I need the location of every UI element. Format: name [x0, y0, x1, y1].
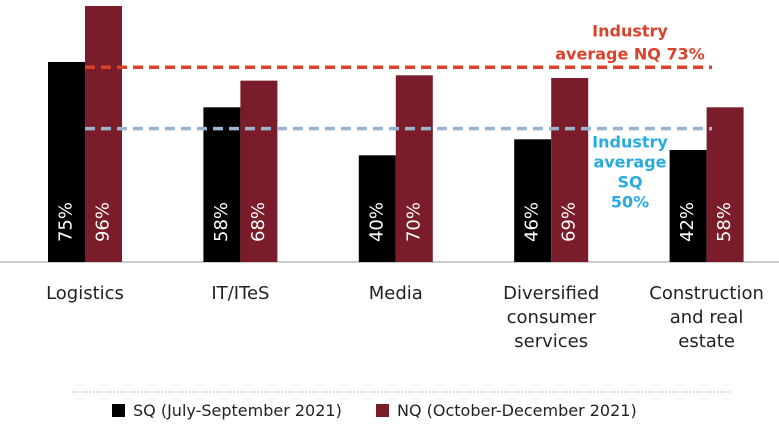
bar — [669, 149, 707, 262]
bar — [395, 75, 433, 262]
value-label: 58% — [714, 202, 735, 242]
bar — [240, 80, 278, 262]
x-tick-label: Diversified consumer services — [503, 283, 600, 352]
value-label: 58% — [211, 202, 232, 242]
reference-label: Industry — [592, 22, 668, 41]
value-label: 96% — [93, 202, 114, 242]
x-tick-label: Logistics — [46, 283, 124, 304]
bar — [551, 77, 589, 263]
x-tick-label: IT/ITeS — [211, 283, 270, 304]
reference-label: Industry — [592, 133, 668, 152]
reference-label: SQ — [617, 173, 642, 192]
bar — [514, 139, 552, 262]
value-label: 68% — [248, 202, 269, 242]
legend-text: NQ (October-December 2021) — [397, 401, 637, 420]
legend-item: NQ (October-December 2021) — [376, 400, 637, 422]
value-label: 46% — [522, 202, 543, 242]
legend-text: SQ (July-September 2021) — [133, 401, 342, 420]
legend-swatch — [376, 404, 389, 417]
reference-label: 50% — [611, 193, 649, 212]
bar — [358, 155, 396, 262]
bar — [203, 107, 241, 263]
x-tick-label: Construction and real estate — [649, 283, 764, 352]
value-label: 75% — [56, 202, 77, 242]
legend-item: SQ (July-September 2021) — [112, 400, 342, 422]
reference-label: average NQ 73% — [555, 45, 705, 64]
bar — [85, 5, 122, 263]
value-label: 69% — [559, 202, 580, 242]
value-label: 70% — [403, 202, 424, 242]
value-label: 42% — [677, 202, 698, 242]
reference-label: average — [593, 153, 666, 172]
bar — [706, 107, 744, 263]
legend-swatch — [112, 404, 125, 417]
value-label: 40% — [366, 202, 387, 242]
x-tick-label: Media — [368, 283, 423, 304]
bar — [48, 61, 85, 262]
